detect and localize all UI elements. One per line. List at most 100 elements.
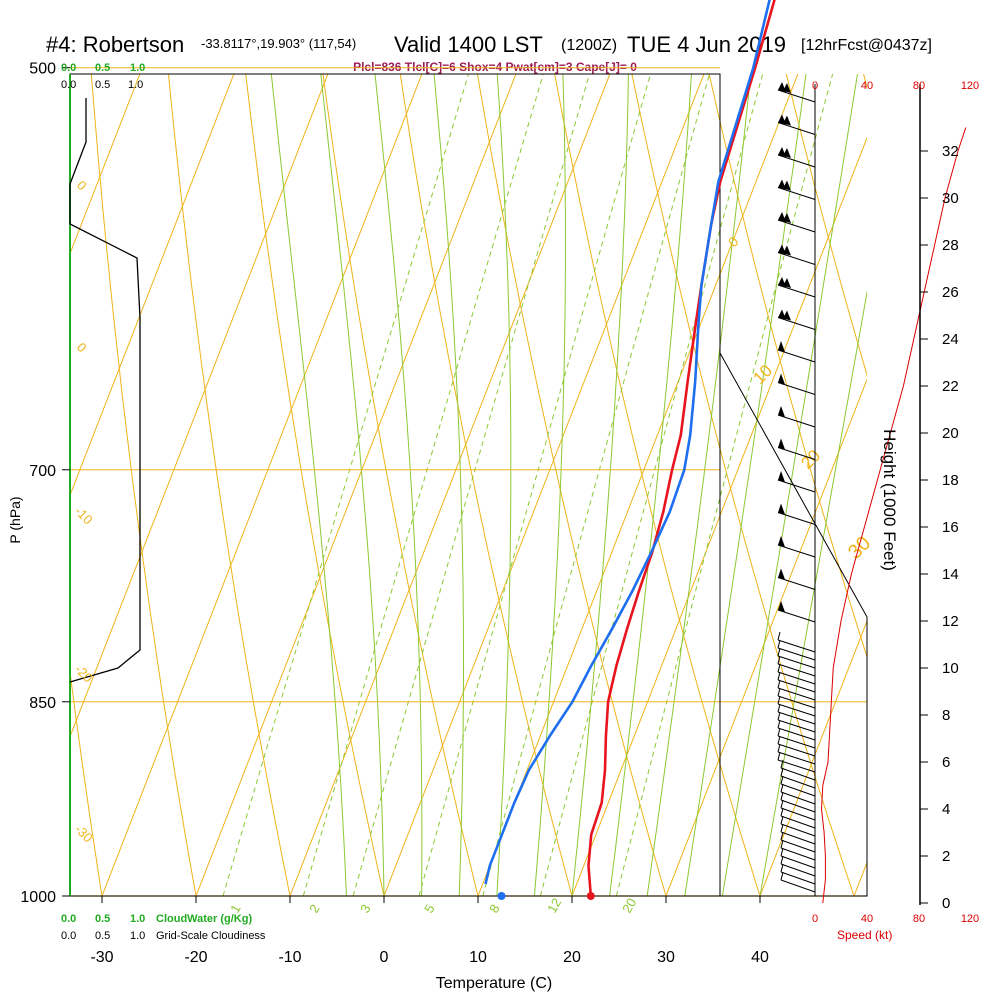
height-tick-label: 12 (942, 613, 959, 630)
wind-barb-feather (777, 703, 781, 713)
surface-temperature-dot (586, 892, 595, 900)
wind-speed-profile (820, 127, 967, 904)
wind-barb-pennant (783, 83, 791, 93)
cloudiness-scale-top-0: 0.0 (61, 79, 76, 91)
wind-barb-feather (780, 783, 784, 793)
mixing-ratio-label: 5 (421, 902, 438, 916)
speed-bottom-40: 40 (861, 913, 873, 925)
wind-barb-shaft (780, 847, 816, 861)
wind-barb-shaft (777, 655, 816, 669)
dry-adiabat-line (0, 0, 16, 954)
wind-barb (780, 863, 816, 885)
mixing-ratio-label: 20 (619, 895, 639, 915)
height-tick-label: 16 (942, 519, 959, 536)
wind-barb-shaft (777, 447, 816, 460)
wind-barb-shaft (780, 767, 816, 781)
wind-barb (777, 471, 816, 493)
forecast-tag: [12hrFcst@0437z] (801, 37, 932, 54)
mixing-ratio-line (222, 74, 470, 896)
wind-barb (777, 114, 816, 135)
isobars (70, 67, 867, 897)
isotherm-line (0, 0, 371, 896)
wind-barb (777, 277, 816, 298)
wind-barb (777, 601, 816, 623)
wind-barbs (777, 82, 816, 893)
wind-barb-shaft (777, 719, 816, 733)
height-tick-label: 4 (942, 801, 950, 818)
wind-barb (780, 871, 816, 893)
wind-barb-feather (777, 719, 781, 729)
moist-adiabat-line (571, 74, 629, 896)
cloud-scale-bottom-05: 0.5 (95, 913, 110, 925)
wind-barb-feather (780, 815, 784, 825)
station-coords: -33.8117°,19.903° (117,54) (201, 36, 356, 51)
isotherm-line (195, 74, 517, 896)
wind-barb-feather (777, 735, 781, 745)
wind-barb-shaft (777, 751, 816, 765)
wind-barb-shaft (777, 544, 816, 558)
dry-adiabat-line (322, 74, 479, 896)
wind-barb-pennant (778, 438, 785, 450)
surface-dewpoint-dot (497, 892, 506, 900)
wind-barb-feather (777, 743, 781, 753)
speed-axis-label: Speed (kt) (837, 928, 892, 942)
wind-barb-feather (780, 775, 784, 785)
moist-adiabat-line (320, 74, 385, 896)
mixing-ratio-label: 12 (544, 895, 564, 915)
wind-barb-shaft (777, 647, 816, 661)
wind-barb-pennant (783, 278, 791, 288)
hodograph-frame (719, 352, 868, 897)
wind-barb (780, 767, 816, 789)
pressure-tick-label: 500 (29, 61, 56, 78)
wind-barb (780, 783, 816, 805)
dry-adiabat-line (399, 74, 573, 896)
wind-barb (777, 244, 816, 265)
wind-barb-shaft (777, 577, 816, 590)
wind-barb-feather (777, 655, 781, 665)
wind-barb-shaft (777, 187, 816, 200)
x-tick-label: 10 (469, 949, 487, 966)
dry-adiabats (0, 0, 867, 954)
wind-barb-feather (780, 863, 784, 873)
moist-adiabat-line (270, 74, 347, 896)
moist-adiabat-label: 30 (844, 532, 875, 563)
wind-barb-shaft (780, 831, 816, 845)
dry-adiabat-line (708, 74, 867, 659)
height-tick-label: 24 (942, 331, 959, 348)
dry-adiabat-label: -10 (72, 504, 96, 528)
wind-barb-feather (780, 823, 784, 833)
wind-barb-pennant (778, 341, 785, 352)
wind-barb-pennant (783, 180, 791, 191)
isotherms (0, 0, 867, 896)
wind-barb-shaft (780, 823, 816, 837)
cloud-scale-top-1: 1.0 (130, 62, 145, 74)
speed-bottom-80: 80 (913, 913, 925, 925)
dry-adiabat-line (70, 667, 103, 896)
wind-barb (777, 647, 816, 669)
mixing-ratio-line (615, 74, 834, 896)
wind-barb-shaft (777, 727, 816, 741)
zulu-time: (1200Z) (561, 37, 617, 54)
x-tick-label: -20 (184, 949, 207, 966)
wind-barb (777, 663, 816, 685)
pressure-tick-label: 850 (29, 695, 56, 712)
mixing-ratio-line (482, 74, 711, 896)
wind-barb-shaft (777, 317, 816, 330)
wind-barb (777, 536, 816, 558)
isotherm-line (383, 74, 705, 896)
cloudiness-scale-bottom-0: 0.0 (61, 930, 76, 942)
wind-barb-feather (780, 847, 784, 857)
x-tick-label: 30 (657, 949, 675, 966)
dry-adiabat-line (245, 74, 385, 896)
wind-barb-pennant (778, 568, 785, 580)
height-tick-label: 10 (942, 660, 959, 677)
wind-barb (777, 568, 816, 590)
speed-bottom-120: 120 (961, 913, 979, 925)
wind-barb-shaft (780, 839, 816, 853)
moist-adiabat-line (646, 74, 752, 896)
cloud-scale-bottom-1: 1.0 (130, 913, 145, 925)
wind-barb (777, 373, 816, 395)
mixing-ratio-line (418, 74, 652, 896)
x-tick-label: 20 (563, 949, 581, 966)
